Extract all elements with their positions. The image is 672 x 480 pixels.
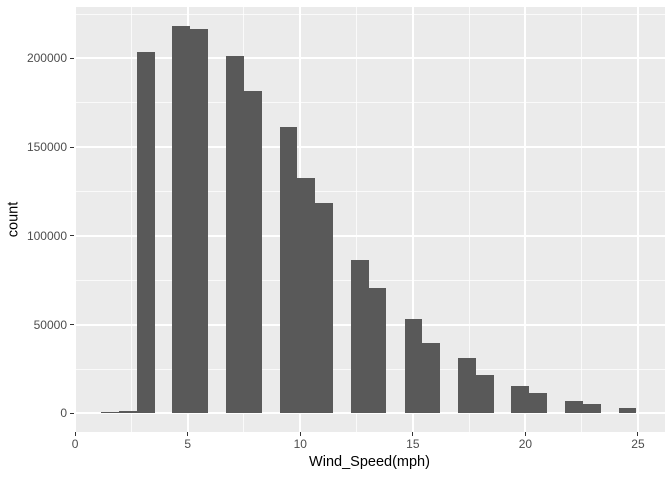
y-tick-label: 200000 xyxy=(26,51,67,66)
histogram-bar xyxy=(618,407,637,414)
x-tick-label: 0 xyxy=(71,437,79,451)
x-tick-label: 25 xyxy=(631,437,645,451)
histogram-bar xyxy=(582,404,601,414)
histogram-bar xyxy=(279,127,298,414)
grid-minor-y xyxy=(74,102,665,104)
grid-minor-x xyxy=(468,7,470,432)
y-axis-title: count xyxy=(5,201,22,238)
x-tick-label: 20 xyxy=(518,437,533,451)
x-tick-mark xyxy=(412,432,414,436)
histogram-bar xyxy=(404,318,423,414)
histogram-bar xyxy=(529,393,548,414)
y-tick-label: 100000 xyxy=(26,228,67,243)
plot-panel xyxy=(74,7,665,432)
histogram-bar xyxy=(225,55,244,414)
grid-major-x xyxy=(74,7,77,432)
grid-major-y xyxy=(74,234,665,237)
y-tick-label: 0 xyxy=(60,406,67,421)
grid-minor-y xyxy=(74,279,665,281)
histogram-bar xyxy=(457,358,476,414)
x-tick-label: 10 xyxy=(293,437,307,451)
grid-minor-x xyxy=(581,7,583,432)
histogram-bar xyxy=(511,385,530,414)
y-tick-mark xyxy=(70,235,74,237)
histogram-bar xyxy=(119,410,137,414)
y-tick-label: 50000 xyxy=(33,317,67,332)
y-tick-mark xyxy=(70,324,74,326)
histogram-bar xyxy=(136,51,155,414)
y-tick-mark xyxy=(70,146,74,148)
x-tick-mark xyxy=(524,432,526,436)
histogram-bar xyxy=(475,375,494,414)
x-tick-label: 15 xyxy=(406,437,420,451)
histogram-bar xyxy=(565,401,583,414)
histogram-bar xyxy=(350,259,369,414)
histogram-bar xyxy=(101,411,120,414)
histogram-bar xyxy=(315,203,334,414)
grid-minor-x xyxy=(130,7,132,432)
histogram-bar xyxy=(190,28,209,414)
grid-major-y xyxy=(74,146,665,149)
grid-major-y xyxy=(74,412,665,415)
grid-major-y xyxy=(74,57,665,60)
x-tick-mark xyxy=(187,432,189,436)
x-tick-mark xyxy=(637,432,639,436)
grid-minor-y xyxy=(74,13,665,15)
x-tick-mark xyxy=(299,432,301,436)
histogram-bar xyxy=(172,26,191,414)
grid-minor-y xyxy=(74,191,665,193)
histogram-bar xyxy=(368,287,387,414)
x-tick-mark xyxy=(74,432,76,436)
x-axis-title: Wind_Speed(mph) xyxy=(309,454,430,470)
histogram-bar xyxy=(297,178,316,414)
y-tick-label: 150000 xyxy=(26,140,67,155)
y-tick-mark xyxy=(70,412,74,414)
grid-minor-x xyxy=(356,7,358,432)
x-tick-label: 5 xyxy=(184,437,192,451)
grid-major-x xyxy=(411,7,414,432)
histogram-bar xyxy=(243,90,262,414)
grid-major-x xyxy=(636,7,639,432)
histogram-bar xyxy=(422,342,441,414)
grid-major-x xyxy=(524,7,527,432)
y-tick-mark xyxy=(70,57,74,59)
